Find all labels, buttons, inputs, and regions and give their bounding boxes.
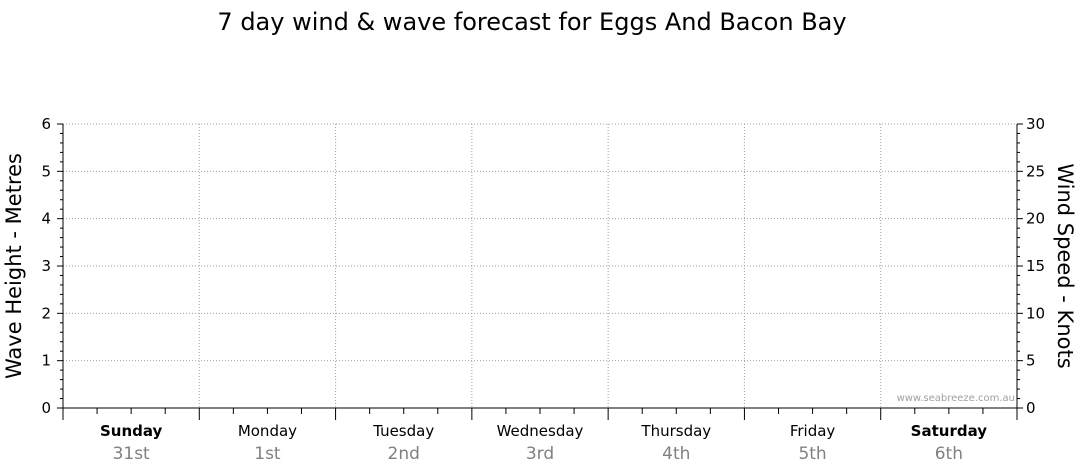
day-name-label: Wednesday	[497, 422, 584, 440]
date-label: 4th	[662, 444, 690, 464]
day-name-label: Monday	[238, 422, 297, 440]
day-labels: Sunday 31st Monday 1st Tuesday 2nd Wednesday 3r…	[100, 422, 987, 464]
left-tick-label: 1	[41, 352, 51, 370]
date-label: 31st	[113, 444, 150, 464]
left-tick-labels: 0 1 2 3 4 5 6	[41, 115, 51, 417]
right-tick-label: 15	[1026, 257, 1045, 275]
left-tick-label: 6	[41, 115, 51, 133]
date-label: 1st	[254, 444, 281, 464]
watermark: www.seabreeze.com.au	[897, 393, 1015, 404]
axes	[57, 123, 1023, 420]
day-name-label: Thursday	[640, 422, 711, 440]
right-tick-labels: 0 5 10 15 20 25 30	[1026, 115, 1045, 417]
left-tick-label: 3	[41, 257, 51, 275]
day-name-label: Saturday	[911, 422, 988, 440]
left-tick-label: 4	[41, 210, 51, 228]
date-label: 6th	[935, 444, 963, 464]
right-tick-label: 20	[1026, 210, 1045, 228]
day-name-label: Tuesday	[372, 422, 434, 440]
date-label: 3rd	[526, 444, 554, 464]
right-tick-label: 0	[1026, 399, 1036, 417]
right-axis-title: Wind Speed - Knots	[1053, 163, 1077, 368]
right-tick-label: 25	[1026, 162, 1045, 180]
right-tick-label: 30	[1026, 115, 1045, 133]
date-label: 5th	[798, 444, 826, 464]
left-axis-title: Wave Height - Metres	[2, 153, 26, 379]
chart-title: 7 day wind & wave forecast for Eggs And …	[217, 8, 846, 36]
right-tick-label: 5	[1026, 352, 1036, 370]
day-name-label: Friday	[790, 422, 836, 440]
date-label: 2nd	[388, 444, 420, 464]
left-tick-label: 5	[41, 162, 51, 180]
day-name-label: Sunday	[100, 422, 163, 440]
left-tick-label: 0	[41, 399, 51, 417]
grid	[63, 123, 1017, 408]
left-tick-label: 2	[41, 304, 51, 322]
right-tick-label: 10	[1026, 304, 1045, 322]
